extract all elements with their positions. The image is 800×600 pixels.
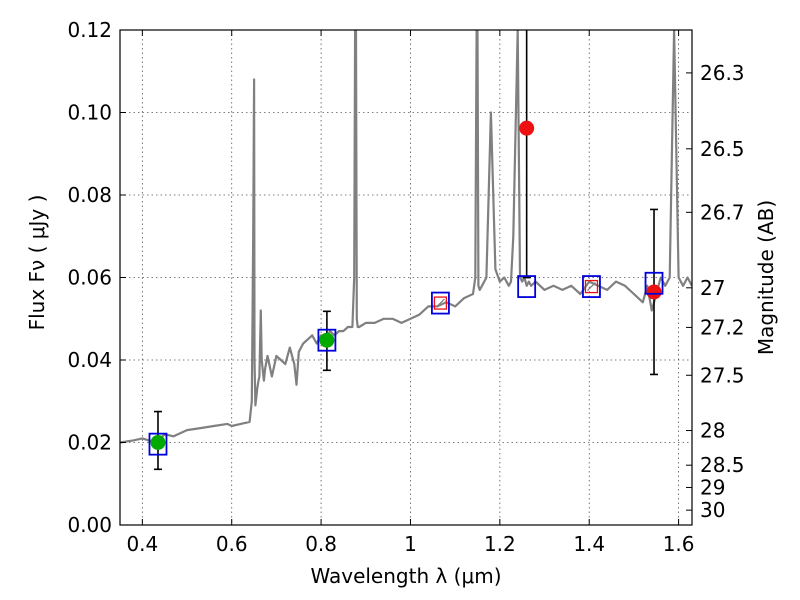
x-tick-label: 0.6 (216, 532, 248, 556)
y-tick-label: 0.10 (67, 101, 112, 125)
y-tick-label: 0.04 (67, 348, 112, 372)
model-box (644, 271, 664, 295)
y2-tick-label: 27.5 (700, 363, 745, 387)
y-tick-label: 0.08 (67, 183, 112, 207)
y2-axis-label: Magnitude (AB) (754, 200, 778, 355)
spectrum-layer (120, 30, 692, 444)
model-box (517, 275, 537, 298)
tick-layer: 0.4 0.6 0.8 1 1.2 1.4 1.6 0.00 0.02 0.04 0.06 0.08 0… (67, 18, 744, 556)
x-tick-label: 1 (404, 532, 417, 556)
model-box (148, 432, 168, 456)
model-square-stroke (586, 282, 596, 292)
x-tick-label: 0.8 (305, 532, 337, 556)
y-tick-label: 0.12 (67, 18, 112, 42)
grid-lines (120, 29, 692, 526)
model-square-small (584, 279, 599, 294)
point-layer (150, 120, 662, 450)
model-box (431, 291, 450, 315)
y2-tick-label: 27 (700, 276, 725, 300)
y2-tick-label: 28 (700, 419, 725, 443)
x-tick-label: 1.4 (573, 532, 605, 556)
undetected-data-point (646, 284, 662, 300)
model-square-small (433, 296, 448, 310)
y2-tick-label: 29 (700, 475, 725, 499)
detected-data-point (150, 435, 166, 450)
x-axis-label: Wavelength λ (μm) (310, 564, 501, 588)
y2-tick-label: 28.5 (700, 453, 745, 477)
y2-tick-label: 27.2 (700, 315, 745, 339)
y2-tick-label: 26.3 (700, 61, 745, 85)
model-square-stroke (435, 298, 445, 308)
undetected-data-point (519, 120, 535, 136)
errorbar-layer (153, 30, 659, 471)
y-axis-label: Flux Fν ( μJy ) (25, 195, 49, 331)
model-box (582, 275, 601, 298)
detected-data-point (319, 332, 335, 348)
x-tick-label: 1.6 (663, 532, 695, 556)
y-tick-label: 0.02 (67, 431, 112, 455)
model-box-layer (148, 271, 664, 456)
y2-tick-label: 26.7 (700, 200, 745, 224)
y-tick-label: 0.06 (67, 266, 112, 290)
y2-tick-label: 26.5 (700, 137, 745, 161)
y-tick-label: 0.00 (67, 513, 112, 537)
x-tick-label: 1.2 (484, 532, 516, 556)
model-box (317, 328, 337, 352)
x-tick-label: 0.4 (126, 532, 158, 556)
spectrum-line (120, 30, 692, 444)
y2-tick-label: 30 (700, 498, 725, 522)
